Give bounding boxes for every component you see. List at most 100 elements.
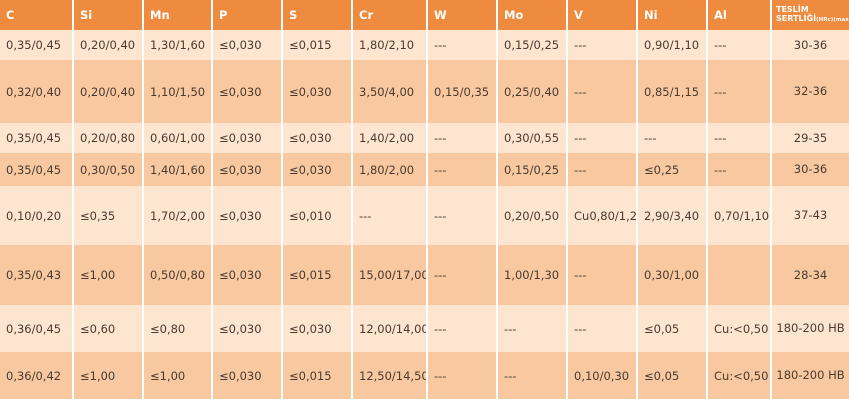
table-cell: ≤0,60 xyxy=(72,305,143,352)
table-cell: 1,00/1,30 xyxy=(496,245,567,305)
table-cell: 1,80/2,10 xyxy=(351,30,427,60)
table-cell: 0,90/1,10 xyxy=(636,30,707,60)
table-row: 0,36/0,45 ≤0,60 ≤0,80 ≤0,030 ≤0,030 12,00/14,… xyxy=(0,305,849,352)
table-cell: 0,32/0,40 xyxy=(0,60,73,123)
column-header: V xyxy=(566,0,637,30)
table-cell: --- xyxy=(351,186,427,245)
table-cell: --- xyxy=(426,245,497,305)
table-cell: 0,30/1,00 xyxy=(636,245,707,305)
table-cell: --- xyxy=(706,123,771,153)
table-cell: ≤0,015 xyxy=(281,30,352,60)
table-row: 0,35/0,45 0,20/0,40 1,30/1,60 ≤0,030 ≤0,015 1… xyxy=(0,30,849,60)
table-cell: --- xyxy=(496,305,567,352)
table-cell: 3,50/4,00 xyxy=(351,60,427,123)
table-cell: 0,35/0,43 xyxy=(0,245,73,305)
table-cell: ≤0,35 xyxy=(72,186,143,245)
table-cell: --- xyxy=(636,123,707,153)
table-cell: 0,20/0,50 xyxy=(496,186,567,245)
table-cell: ≤0,80 xyxy=(142,305,212,352)
column-header: Mn xyxy=(142,0,212,30)
table-cell: ≤0,015 xyxy=(281,352,352,399)
table-cell: 0,36/0,42 xyxy=(0,352,73,399)
table-cell: 180-200 HB xyxy=(770,352,849,399)
table-cell: --- xyxy=(566,60,637,123)
table-cell: ≤0,015 xyxy=(281,245,352,305)
table-cell: 0,10/0,20 xyxy=(0,186,73,245)
table-cell: 1,70/2,00 xyxy=(142,186,212,245)
table-cell: ≤0,030 xyxy=(211,186,282,245)
table-cell: 0,15/0,25 xyxy=(496,153,567,186)
table-cell: 0,30/0,55 xyxy=(496,123,567,153)
table-cell: ≤0,030 xyxy=(211,245,282,305)
hardness-header: TESLİM SERTLİĞİ(HRc)(max) xyxy=(770,0,849,30)
table-row: 0,35/0,43 ≤1,00 0,50/0,80 ≤0,030 ≤0,015 15,00… xyxy=(0,245,849,305)
table-cell: ≤0,030 xyxy=(211,123,282,153)
table-cell: 2,90/3,40 xyxy=(636,186,707,245)
table-cell: 0,60/1,00 xyxy=(142,123,212,153)
table-cell: ≤0,25 xyxy=(636,153,707,186)
table-cell: --- xyxy=(566,245,637,305)
table-cell: --- xyxy=(706,30,771,60)
table-cell: 28-34 xyxy=(770,245,849,305)
table-cell: 0,36/0,45 xyxy=(0,305,73,352)
table-cell: 0,20/0,40 xyxy=(72,30,143,60)
column-header: W xyxy=(426,0,497,30)
table-cell: Cu:<0,50 xyxy=(706,352,771,399)
table-row: 0,35/0,45 0,20/0,80 0,60/1,00 ≤0,030 ≤0,030 1… xyxy=(0,123,849,153)
table-cell: ≤0,030 xyxy=(211,60,282,123)
table-cell: --- xyxy=(426,186,497,245)
table-cell: ≤0,030 xyxy=(281,60,352,123)
column-header: Mo xyxy=(496,0,567,30)
table-cell: 1,40/1,60 xyxy=(142,153,212,186)
table-cell: --- xyxy=(566,30,637,60)
table-cell: 29-35 xyxy=(770,123,849,153)
table-cell: 12,50/14,50 xyxy=(351,352,427,399)
table-cell: 0,30/0,50 xyxy=(72,153,143,186)
table-cell: ≤0,030 xyxy=(211,305,282,352)
table-cell xyxy=(706,245,771,305)
table-cell: ≤0,030 xyxy=(281,153,352,186)
table-cell: --- xyxy=(426,305,497,352)
column-header: C xyxy=(0,0,73,30)
table-cell: 180-200 HB xyxy=(770,305,849,352)
table-cell: 30-36 xyxy=(770,30,849,60)
table-cell: 37-43 xyxy=(770,186,849,245)
table-cell: --- xyxy=(566,153,637,186)
column-header: Al xyxy=(706,0,771,30)
table-row: 0,32/0,40 0,20/0,40 1,10/1,50 ≤0,030 ≤0,030 3… xyxy=(0,60,849,123)
table-cell: 1,40/2,00 xyxy=(351,123,427,153)
table-cell: --- xyxy=(566,305,637,352)
table-cell: 30-36 xyxy=(770,153,849,186)
table-cell: 0,35/0,45 xyxy=(0,30,73,60)
table-cell: ≤0,030 xyxy=(211,30,282,60)
table-cell: --- xyxy=(426,352,497,399)
table-cell: 0,50/0,80 xyxy=(142,245,212,305)
column-header: Cr xyxy=(351,0,427,30)
table-cell: 32-36 xyxy=(770,60,849,123)
table-cell: 1,80/2,00 xyxy=(351,153,427,186)
table-cell: 0,20/0,80 xyxy=(72,123,143,153)
column-header: Ni xyxy=(636,0,707,30)
hardness-header-line: SERTLİĞİ(HRc)(max) xyxy=(776,14,849,25)
column-header: Si xyxy=(72,0,143,30)
table-cell: ≤0,030 xyxy=(211,352,282,399)
table-cell: 0,35/0,45 xyxy=(0,153,73,186)
table-cell: ≤1,00 xyxy=(72,352,143,399)
table-cell: --- xyxy=(706,60,771,123)
table-row: 0,36/0,42 ≤1,00 ≤1,00 ≤0,030 ≤0,015 12,50/14,… xyxy=(0,352,849,399)
table-cell: --- xyxy=(566,123,637,153)
table-cell: --- xyxy=(426,153,497,186)
table-body: 0,35/0,45 0,20/0,40 1,30/1,60 ≤0,030 ≤0,015 1… xyxy=(0,30,849,399)
table-cell: Cu:<0,50 xyxy=(706,305,771,352)
table-cell: ≤0,030 xyxy=(211,153,282,186)
table-cell: 0,10/0,30 xyxy=(566,352,637,399)
table-cell: 0,20/0,40 xyxy=(72,60,143,123)
table-cell: 0,70/1,10 xyxy=(706,186,771,245)
header-row: C Si Mn P S Cr W Mo V Ni Al TESLİM SERTLİĞİ(HRc)(max… xyxy=(0,0,849,30)
table-cell: --- xyxy=(426,30,497,60)
table-cell: --- xyxy=(496,352,567,399)
table-cell: 1,30/1,60 xyxy=(142,30,212,60)
table-cell: ≤0,010 xyxy=(281,186,352,245)
